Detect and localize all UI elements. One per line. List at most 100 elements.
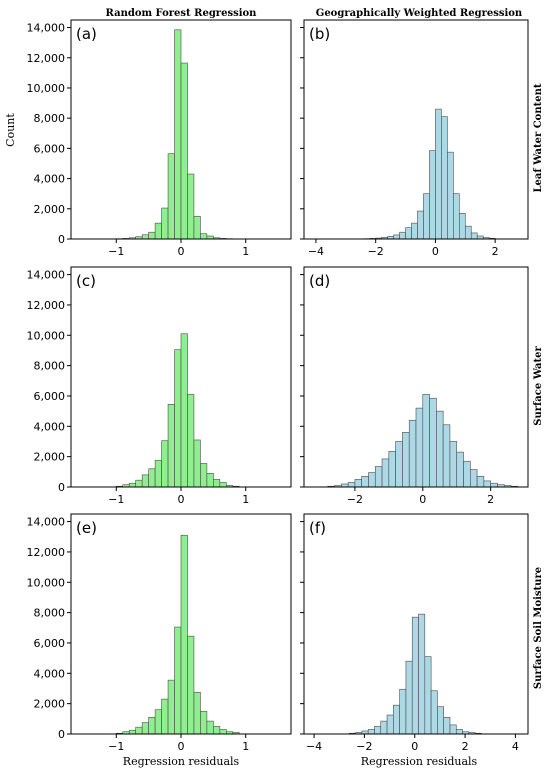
histogram-bar — [187, 394, 195, 488]
histogram-bar — [141, 474, 149, 488]
x-tick-label: 1 — [242, 740, 249, 753]
histogram-bar — [347, 482, 356, 488]
histogram-bar — [395, 441, 403, 488]
histogram-bar — [206, 720, 214, 735]
histogram-bar — [380, 720, 388, 735]
histogram-bar — [399, 688, 407, 735]
panel-label: (c) — [76, 272, 96, 290]
histogram-bar — [441, 116, 448, 240]
histogram-bar — [213, 726, 221, 735]
axes-frame — [303, 19, 529, 240]
axes-frame — [303, 266, 529, 488]
axes-frame — [303, 513, 529, 735]
histogram-bar — [367, 729, 375, 735]
x-tick-label: −4 — [306, 740, 322, 753]
x-tick-label: 2 — [492, 245, 499, 258]
histogram-bar — [141, 722, 149, 735]
x-tick-label: 1 — [242, 493, 249, 506]
histogram-bar — [437, 706, 444, 735]
row-title-soil-moisture: Surface Soil Moisture — [533, 567, 544, 689]
histogram-bar — [388, 451, 396, 488]
y-tick-label: 14,000 — [27, 22, 66, 35]
histogram-bar — [455, 729, 463, 735]
panels: −1 0 102,0004,0006,0008,00010,00012,00014,… — [27, 19, 529, 753]
histogram-bar — [174, 349, 182, 488]
panel-label: (a) — [76, 25, 97, 43]
histogram-bar — [430, 690, 438, 735]
x-tick-label: −2 — [368, 245, 384, 258]
row-title-leaf-water: Leaf Water Content — [533, 83, 544, 192]
histogram-bar — [415, 407, 424, 488]
y-tick-label: 12,000 — [27, 52, 66, 65]
histogram-bar — [200, 710, 208, 735]
histogram-bar — [449, 724, 457, 735]
histogram-bar — [393, 704, 400, 735]
histogram-bar — [408, 419, 417, 488]
histogram-bar — [219, 482, 227, 488]
histogram-bar — [418, 613, 426, 735]
histogram-bar — [424, 656, 432, 735]
histogram-bar — [429, 150, 436, 240]
histogram-bar — [200, 463, 208, 488]
histogram-bar — [459, 213, 466, 240]
histogram-bar — [436, 410, 444, 488]
histogram-bar — [368, 472, 376, 488]
y-tick-label: 0 — [58, 481, 65, 494]
x-axis-label-rf: Regression residuals — [123, 755, 240, 768]
y-tick-label: 4,000 — [34, 420, 66, 433]
histogram-bar — [453, 193, 460, 240]
histogram-bar — [399, 231, 406, 240]
y-tick-label: 0 — [58, 728, 65, 741]
y-tick-label: 2,000 — [34, 203, 66, 216]
histogram-bar — [443, 717, 451, 735]
histogram-bar — [470, 232, 478, 240]
histogram-bar — [393, 234, 400, 240]
histogram-bar — [381, 458, 390, 488]
histogram-bar — [464, 225, 472, 240]
x-tick-label: 0 — [178, 493, 185, 506]
panel-label: (d) — [309, 272, 330, 290]
y-tick-label: 6,000 — [34, 390, 66, 403]
panel-label: (b) — [309, 25, 330, 43]
histogram-bar — [167, 404, 175, 488]
x-tick-label: 2 — [487, 493, 494, 506]
x-tick-label: 4 — [512, 740, 519, 753]
histogram-bar — [470, 469, 478, 488]
histogram-bar — [449, 441, 458, 488]
y-tick-label: 6,000 — [34, 142, 66, 155]
histogram-bar — [354, 479, 362, 488]
histogram-bar — [135, 726, 143, 735]
x-tick-label: −1 — [108, 493, 124, 506]
histogram-bar — [206, 473, 214, 488]
y-tick-label: 2,000 — [34, 698, 66, 711]
row-title-surface-water: Surface Water — [533, 345, 544, 425]
histogram-bar — [141, 234, 149, 240]
y-tick-label: 8,000 — [34, 360, 66, 373]
x-tick-label: −1 — [108, 245, 124, 258]
y-tick-label: 4,000 — [34, 173, 66, 186]
histogram-bar — [161, 440, 169, 488]
panel-c: −1 0 1 0 2,000 4,000 6,000 8,000 10,000 12,000 14,… — [27, 266, 292, 506]
histogram-bar — [456, 451, 464, 488]
histogram-bar — [174, 626, 182, 735]
histogram-bar — [411, 222, 418, 240]
y-tick-label: 6,000 — [34, 637, 66, 650]
histogram-bar — [187, 635, 195, 735]
histogram-bar — [213, 479, 221, 488]
histogram-bar — [174, 29, 182, 240]
y-tick-label: 10,000 — [27, 329, 66, 342]
histogram-bar — [128, 482, 137, 488]
histogram-bar — [402, 432, 410, 488]
histogram-bar — [167, 679, 175, 735]
x-tick-label: 2 — [462, 740, 469, 753]
x-tick-label: 0 — [432, 245, 439, 258]
histogram-bar — [361, 476, 369, 488]
panel-d: −2 0 2 (d) — [300, 266, 529, 506]
panel-b: −4 −2 0 2 (b) — [300, 19, 529, 258]
histogram-bar — [483, 480, 491, 488]
histogram-bar — [180, 62, 188, 240]
histogram-bar — [148, 717, 156, 735]
histogram-bar — [180, 534, 188, 735]
panel-f: −4 −2 0 2 4 (f) — [300, 513, 529, 753]
